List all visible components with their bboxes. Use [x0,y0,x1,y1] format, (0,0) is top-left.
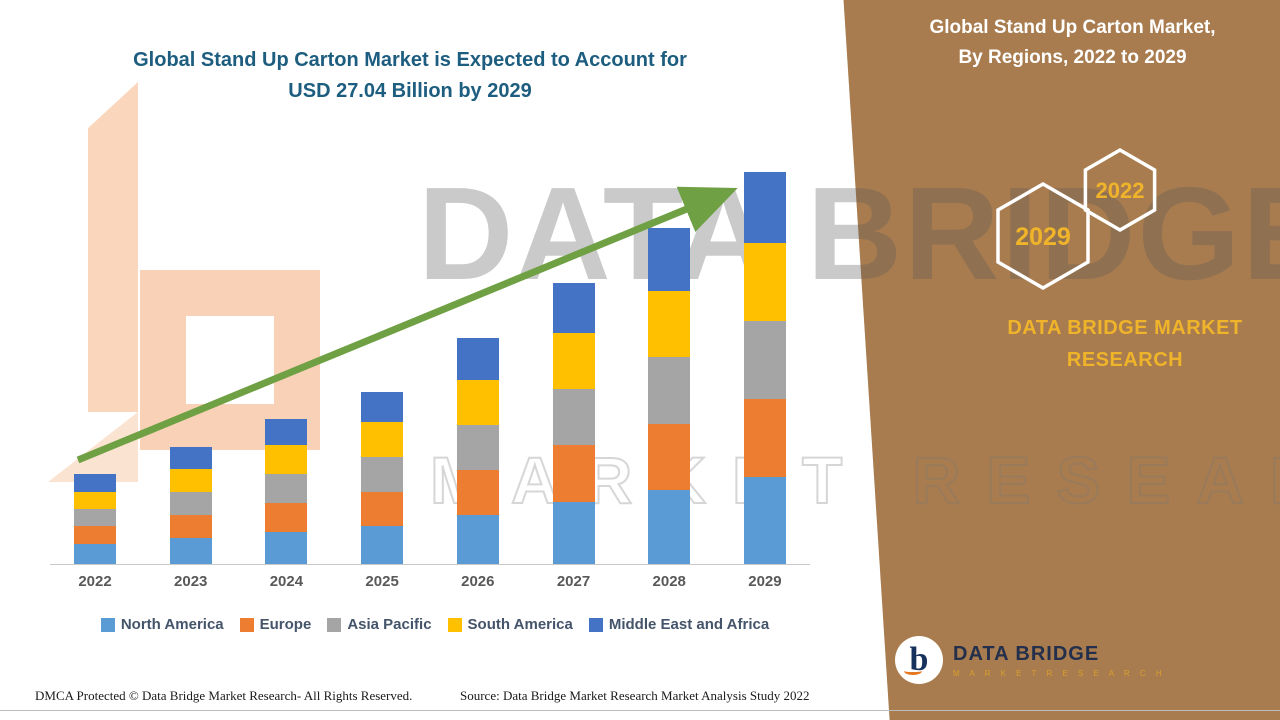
chart-title-line2: USD 27.04 Billion by 2029 [288,80,532,102]
bar-2025 [361,391,404,564]
bar-segment-2023-asia-pacific [169,491,212,515]
bar-segment-2029-south-america [743,242,786,322]
side-panel-brand: DATA BRIDGE MARKET RESEARCH [1007,317,1243,371]
legend-item-north-america: North America [100,616,224,633]
badge-2022-label: 2022 [1096,178,1145,203]
legend-swatch-icon [447,617,462,632]
footer-source-text: Source: Data Bridge Market Research Mark… [460,688,810,703]
bar-segment-2023-middle-east-and-africa [169,446,212,469]
x-axis-label-2028: 2028 [652,573,686,590]
bar-segment-2023-europe [169,514,212,538]
bar-segment-2023-south-america [169,468,212,492]
x-axis-label-2022: 2022 [78,573,112,590]
x-axis-labels: 2022 2023 2024 2025 2026 2027 2028 2029 [50,573,810,590]
x-axis-label-2026: 2026 [461,573,495,590]
x-axis-label-2029: 2029 [748,573,782,590]
legend-swatch-icon [239,617,254,632]
logo-name: DATA BRIDGE [953,642,1100,665]
bar-segment-2025-europe [361,491,404,527]
bar-segment-2029-middle-east-and-africa [743,172,786,243]
data-bridge-logo: b DATA BRIDGE M A R K E T R E S E A R C … [895,636,1166,684]
bar-segment-2023-north-america [169,537,212,564]
legend-label: Asia Pacific [347,616,432,633]
bar-segment-2022-middle-east-and-africa [74,474,116,492]
bar-2027 [552,283,595,564]
bar-segment-2028-asia-pacific [648,357,691,424]
bar-2029 [743,172,786,564]
bar-segment-2024-north-america [265,532,308,564]
legend-label: North America [120,616,224,633]
bar-segment-2027-asia-pacific [552,389,595,446]
bar-segment-2027-middle-east-and-africa [552,283,595,333]
year-badges: 2029 2022 [996,147,1157,291]
bar-2022 [74,474,116,564]
bar-segment-2026-asia-pacific [456,425,499,470]
bar-segment-2022-south-america [74,491,116,510]
bar-segment-2022-north-america [74,543,116,564]
legend: North America Europe Asia Pacific South Ame… [35,616,835,633]
bar-segment-2026-middle-east-and-africa [456,338,499,381]
legend-item-middle-east-and-africa: Middle East and Africa [588,616,770,633]
stacked-bar-plot [50,160,810,565]
side-panel-title-line2: By Regions, 2022 to 2029 [958,47,1187,69]
bar-segment-2025-middle-east-and-africa [361,391,404,423]
bar-segment-2024-middle-east-and-africa [265,419,308,446]
bar-segment-2024-south-america [265,445,308,475]
bar-segment-2022-asia-pacific [74,509,116,527]
bar-segment-2025-asia-pacific [361,457,404,492]
bar-segment-2027-north-america [552,501,595,564]
legend-swatch-icon [100,617,115,632]
bar-segment-2029-north-america [743,477,786,564]
logo-wordmark: DATA BRIDGE M A R K E T R E S E A R C H [953,643,1166,678]
x-axis-label-2023: 2023 [174,573,208,590]
x-axis-label-2024: 2024 [269,573,304,590]
logo-swoosh-icon [904,667,922,675]
bar-2028 [648,228,691,564]
bar-segment-2029-asia-pacific [743,321,786,400]
footer-divider [0,710,1280,711]
bar-segment-2025-north-america [361,526,404,564]
bar-segment-2028-north-america [648,490,691,564]
side-panel-title: Global Stand Up Carton Market, By Region… [890,13,1255,74]
bar-segment-2028-south-america [648,290,691,358]
bar-segment-2027-south-america [552,332,595,389]
bar-segment-2024-europe [265,503,308,533]
side-panel-title-line1: Global Stand Up Carton Market, [929,17,1216,38]
bar-segment-2026-europe [456,470,499,515]
chart-title-line1: Global Stand Up Carton Market is Expecte… [133,49,687,71]
x-axis-label-2025: 2025 [365,573,399,590]
legend-label: Middle East and Africa [608,616,770,633]
bar-segment-2022-europe [74,526,116,544]
legend-swatch-icon [327,617,342,632]
logo-circle: b [895,636,943,684]
chart-title: Global Stand Up Carton Market is Expecte… [90,45,730,107]
footer-dmca-text: DMCA Protected © Data Bridge Market Rese… [35,688,413,703]
bar-segment-2025-south-america [361,422,404,457]
legend-label: Europe [259,616,312,633]
legend-item-asia-pacific: Asia Pacific [327,616,432,633]
bar-segment-2028-europe [648,423,691,491]
hexagon-2022 [1083,147,1157,233]
bar-2024 [265,419,308,564]
bar-segment-2026-north-america [456,514,499,564]
bar-segment-2027-europe [552,445,595,502]
bar-segment-2026-south-america [456,380,499,426]
badge-2029-label: 2029 [1015,223,1071,251]
legend-label: South America [467,616,573,633]
bar-2023 [169,446,212,564]
legend-item-south-america: South America [447,616,573,633]
legend-item-europe: Europe [239,616,312,633]
x-axis-label-2027: 2027 [556,573,591,590]
legend-swatch-icon [588,617,603,632]
bar-segment-2028-middle-east-and-africa [648,228,691,291]
bar-segment-2024-asia-pacific [265,474,308,504]
logo-subtitle: M A R K E T R E S E A R C H [953,668,1166,678]
bar-2026 [456,338,499,564]
bar-segment-2029-europe [743,399,786,478]
